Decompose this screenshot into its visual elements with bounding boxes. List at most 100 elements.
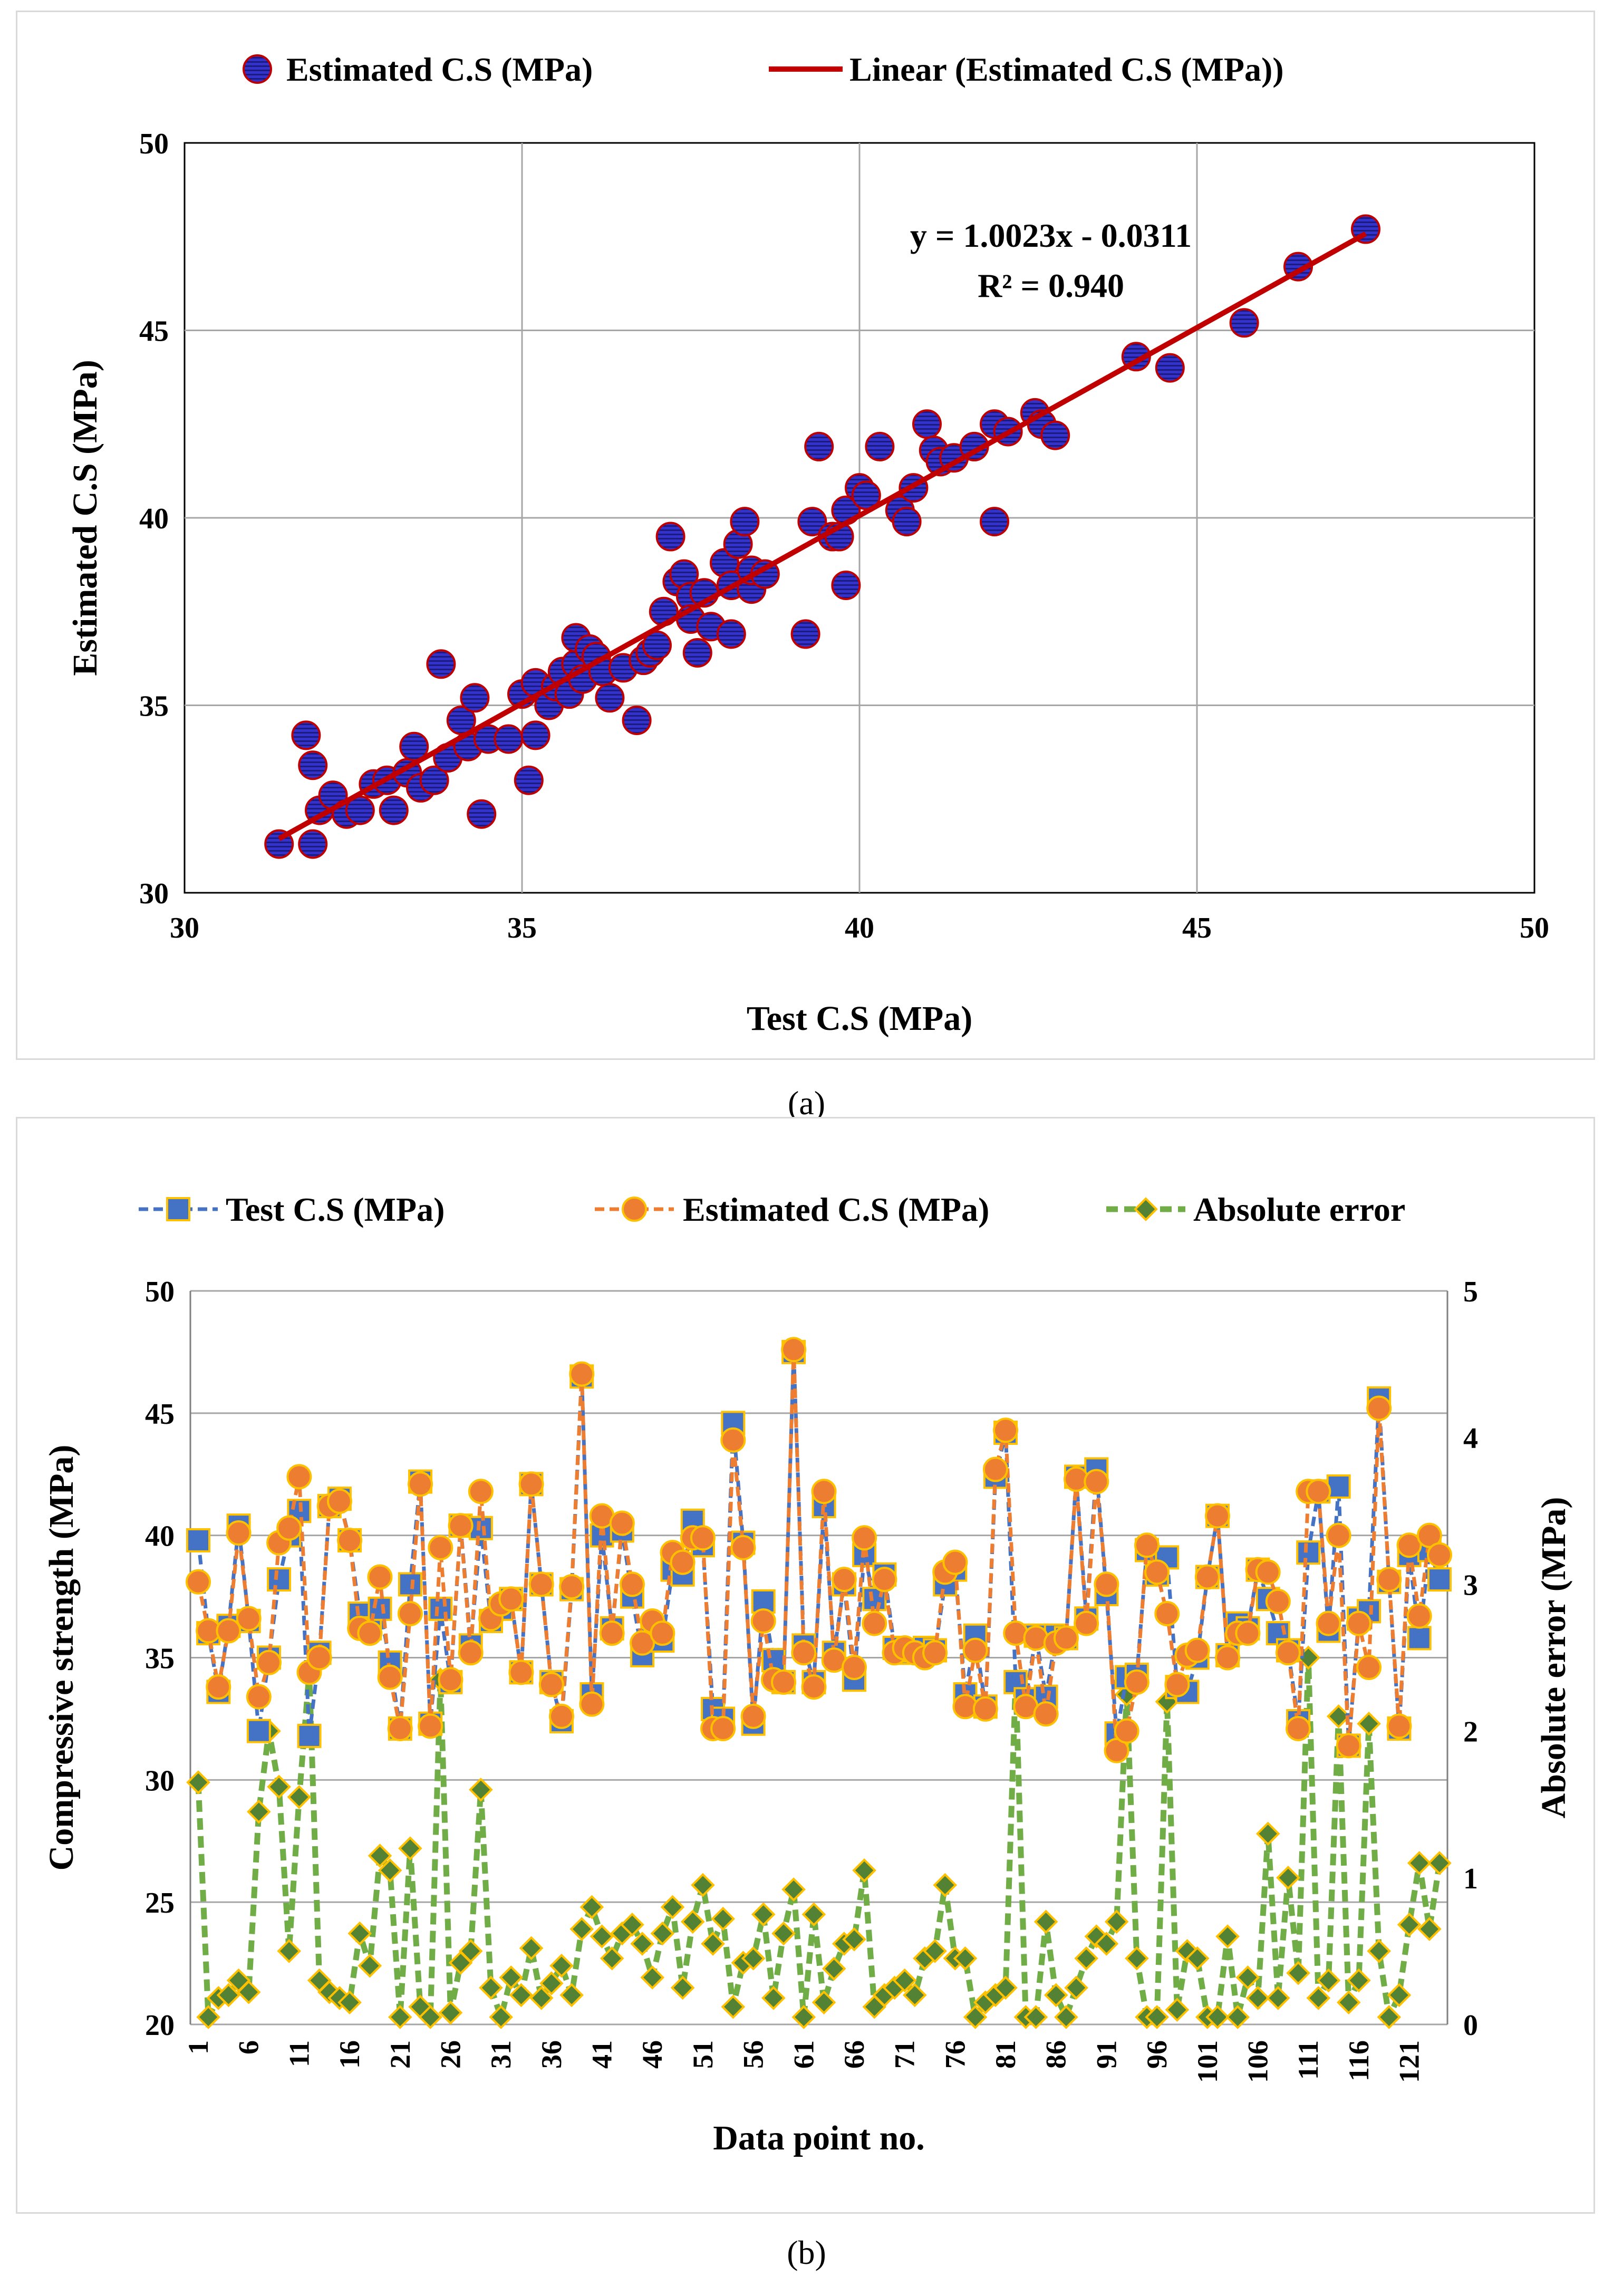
scatter-point <box>892 507 922 537</box>
x-tick-label: 101 <box>1192 2040 1223 2083</box>
legend-label-test: Test C.S (MPa) <box>226 1191 445 1228</box>
legend: Test C.S (MPa) Estimated C.S (MPa) Absolut… <box>139 1191 1405 1228</box>
scatter-point <box>520 720 550 750</box>
estimated-marker <box>650 1620 675 1646</box>
error-marker <box>458 1939 483 1963</box>
estimated-marker <box>186 1569 211 1595</box>
error-marker <box>963 2005 988 2029</box>
error-marker <box>579 1895 604 1919</box>
x-tick-label: 56 <box>738 2040 769 2069</box>
error-marker <box>701 1932 725 1956</box>
y-tick-label: 30 <box>139 877 169 910</box>
y-tick-label: 35 <box>139 690 169 723</box>
estimated-marker <box>1386 1713 1412 1739</box>
error-marker <box>640 1965 665 1990</box>
estimated-marker <box>1144 1559 1170 1585</box>
scatter-point <box>595 683 625 713</box>
error-marker <box>368 1844 392 1868</box>
caption-b: (b) <box>787 2234 826 2271</box>
error-marker <box>529 1986 554 2010</box>
estimated-marker <box>962 1637 988 1663</box>
error-marker <box>993 1975 1018 2000</box>
estimated-marker <box>1396 1532 1422 1558</box>
error-marker <box>902 1983 927 2008</box>
estimated-marker <box>236 1606 262 1632</box>
scatter-point <box>399 731 429 761</box>
error-marker <box>1276 1865 1300 1890</box>
estimated-marker <box>1416 1522 1442 1548</box>
test-marker <box>428 1596 453 1621</box>
scatter-point <box>716 619 746 649</box>
error-marker <box>1125 1946 1149 1971</box>
error-marker <box>1054 2005 1078 2029</box>
legend-label-estimated: Estimated C.S (MPa) <box>683 1191 989 1228</box>
test-marker <box>246 1719 271 1743</box>
y-tick-label: 35 <box>145 1643 175 1675</box>
scatter-point <box>419 765 449 795</box>
error-marker <box>711 1906 736 1931</box>
test-marker <box>1296 1540 1321 1565</box>
error-marker <box>953 1946 978 1971</box>
estimated-marker <box>286 1464 312 1490</box>
error-marker <box>1094 1932 1119 1956</box>
y-tick-label: 45 <box>145 1398 175 1431</box>
estimated-marker <box>750 1608 776 1634</box>
estimated-marker <box>1074 1610 1099 1636</box>
x-tick-label: 61 <box>788 2040 819 2069</box>
error-marker <box>781 1877 806 1902</box>
estimated-marker <box>1376 1567 1402 1593</box>
error-marker <box>267 1774 291 1799</box>
estimated-marker <box>811 1479 837 1504</box>
estimated-marker <box>1346 1610 1371 1636</box>
estimated-marker <box>791 1640 817 1666</box>
error-marker <box>812 1990 836 2015</box>
error-marker <box>620 1912 644 1937</box>
y-tick-label: 50 <box>139 128 169 160</box>
legend-marker-error <box>1134 1197 1158 1221</box>
error-marker <box>509 1983 534 2008</box>
y-tick-label: 30 <box>145 1764 175 1797</box>
error-marker <box>630 1932 654 1956</box>
error-marker <box>801 1902 826 1927</box>
legend-label-linear: Linear (Estimated C.S (MPa)) <box>849 51 1284 88</box>
estimated-marker <box>528 1571 554 1597</box>
test-marker <box>186 1528 210 1552</box>
error-marker <box>721 1994 746 2019</box>
estimated-marker <box>619 1571 645 1597</box>
x-tick-label: 86 <box>1040 2040 1072 2069</box>
test-marker <box>398 1572 422 1597</box>
estimated-marker <box>1114 1718 1139 1744</box>
error-marker <box>1407 1851 1432 1875</box>
x-tick-label: 50 <box>1520 912 1549 944</box>
estimated-marker <box>559 1574 585 1600</box>
scatter-point <box>298 750 328 780</box>
error-marker <box>186 1770 210 1795</box>
error-marker <box>1023 2005 1048 2029</box>
scatter-point <box>682 638 712 668</box>
error-marker <box>469 1778 493 1802</box>
estimated-marker <box>337 1527 363 1553</box>
y2-tick-label: 3 <box>1463 1569 1478 1602</box>
estimated-marker <box>508 1660 534 1685</box>
estimated-marker <box>216 1618 242 1644</box>
estimated-marker <box>538 1672 564 1697</box>
error-marker <box>1357 1711 1381 1736</box>
scatter-point <box>980 507 1009 537</box>
scatter-point <box>804 431 834 461</box>
estimated-marker <box>1194 1564 1220 1590</box>
error-marker <box>1336 1990 1361 2015</box>
scatter-chart: 30 35 40 45 50 30 35 40 45 50 Test C.S (MPa) Estima… <box>66 51 1549 1038</box>
scatter-point <box>642 630 672 660</box>
estimated-marker <box>922 1640 948 1666</box>
y-tick-label: 25 <box>145 1887 175 1919</box>
x-tick-label: 31 <box>485 2040 517 2069</box>
estimated-marker <box>458 1640 484 1666</box>
error-marker <box>1255 1821 1280 1846</box>
legend-marker-test <box>166 1197 190 1221</box>
estimated-marker <box>246 1684 272 1710</box>
estimated-marker <box>438 1667 463 1693</box>
x-tick-label: 76 <box>939 2040 971 2069</box>
estimated-marker <box>1265 1588 1291 1614</box>
estimated-marker <box>569 1361 595 1387</box>
error-marker <box>539 1971 564 1995</box>
